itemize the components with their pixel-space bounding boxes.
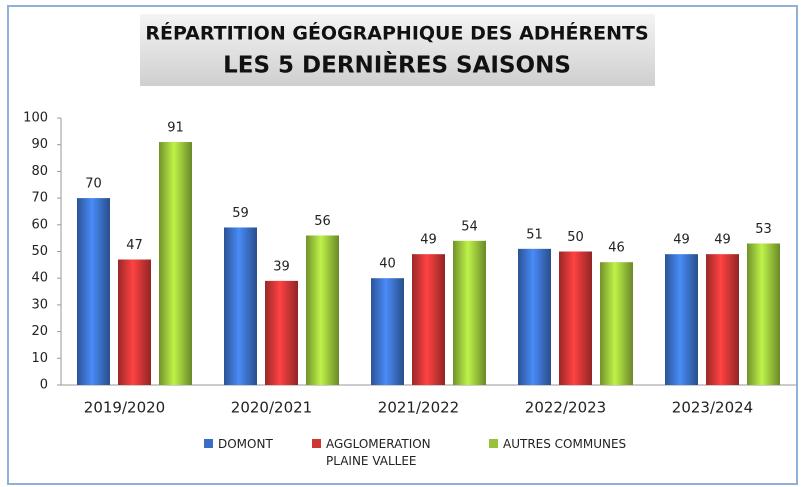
data-label: 91 bbox=[167, 121, 184, 136]
y-tick-label: 100 bbox=[23, 111, 48, 126]
legend-swatch bbox=[204, 439, 213, 448]
y-tick-label: 20 bbox=[31, 324, 48, 339]
x-tick-label: 2023/2024 bbox=[672, 399, 753, 417]
y-tick-label: 90 bbox=[31, 137, 48, 152]
y-tick-label: 60 bbox=[31, 217, 48, 232]
y-tick-label: 50 bbox=[31, 244, 48, 259]
chart-title: RÉPARTITION GÉOGRAPHIQUE DES ADHÉRENTS bbox=[145, 22, 648, 45]
y-tick-label: 40 bbox=[31, 271, 48, 286]
bar bbox=[118, 259, 151, 385]
bar bbox=[224, 227, 257, 385]
data-label: 54 bbox=[461, 219, 478, 234]
y-tick-label: 30 bbox=[31, 297, 48, 312]
legend-label: DOMONT bbox=[218, 437, 273, 451]
x-tick-label: 2022/2023 bbox=[525, 399, 606, 417]
data-label: 59 bbox=[232, 206, 249, 221]
data-label: 39 bbox=[273, 259, 290, 274]
data-label: 49 bbox=[714, 233, 731, 248]
y-tick-label: 0 bbox=[40, 378, 48, 393]
y-tick-label: 70 bbox=[31, 191, 48, 206]
bar bbox=[159, 142, 192, 385]
bar bbox=[412, 254, 445, 385]
bar bbox=[518, 248, 551, 385]
title-box bbox=[140, 14, 655, 86]
data-label: 47 bbox=[126, 238, 143, 253]
bar bbox=[706, 254, 739, 385]
legend-swatch bbox=[312, 439, 321, 448]
data-label: 51 bbox=[526, 227, 543, 242]
legend-swatch bbox=[489, 439, 498, 448]
bar bbox=[265, 280, 298, 385]
bar bbox=[371, 278, 404, 385]
x-tick-label: 2020/2021 bbox=[231, 399, 312, 417]
data-label: 46 bbox=[608, 241, 625, 256]
legend-label: AGGLOMERATION PLAINE VALLEE bbox=[326, 437, 431, 468]
legend-label: AUTRES COMMUNES bbox=[503, 437, 627, 451]
bar bbox=[453, 240, 486, 385]
data-label: 50 bbox=[567, 230, 584, 245]
x-tick-label: 2019/2020 bbox=[84, 399, 165, 417]
data-label: 70 bbox=[85, 177, 102, 192]
bar bbox=[306, 235, 339, 385]
data-label: 49 bbox=[420, 233, 437, 248]
bar bbox=[665, 254, 698, 385]
data-label: 49 bbox=[673, 233, 690, 248]
bar bbox=[559, 251, 592, 385]
y-tick-label: 10 bbox=[31, 351, 48, 366]
bar bbox=[600, 262, 633, 385]
bar bbox=[747, 243, 780, 385]
legend-item: AGGLOMERATION PLAINE VALLEE bbox=[312, 436, 462, 470]
bar bbox=[77, 198, 110, 385]
x-tick-label: 2021/2022 bbox=[378, 399, 459, 417]
legend-item: AUTRES COMMUNES bbox=[489, 436, 669, 453]
frame bbox=[7, 5, 798, 485]
chart-subtitle: LES 5 DERNIÈRES SAISONS bbox=[223, 51, 571, 79]
y-tick-label: 80 bbox=[31, 164, 48, 179]
data-label: 53 bbox=[755, 222, 772, 237]
data-label: 56 bbox=[314, 214, 331, 229]
legend-item: DOMONT bbox=[204, 436, 294, 453]
data-label: 40 bbox=[379, 257, 396, 272]
